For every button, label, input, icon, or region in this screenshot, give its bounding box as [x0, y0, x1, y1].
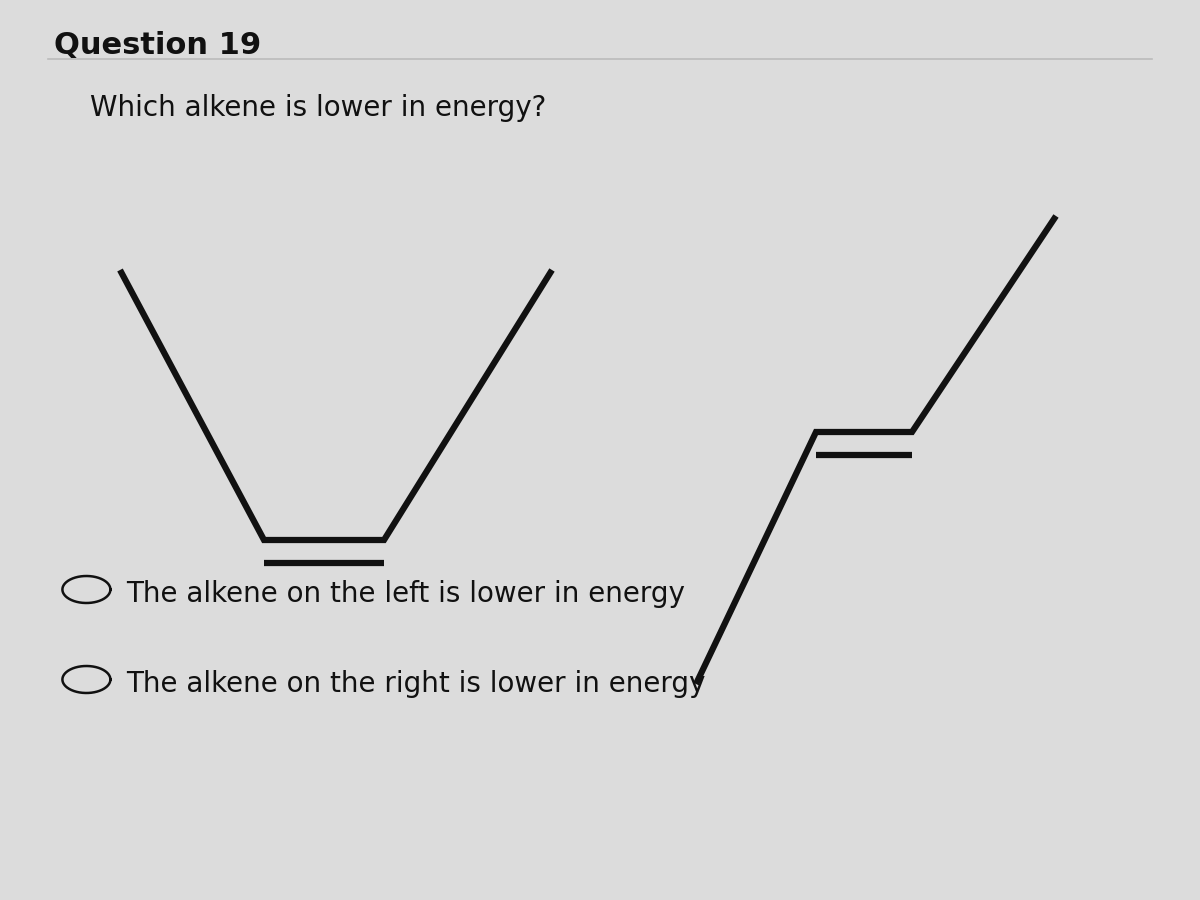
Text: Which alkene is lower in energy?: Which alkene is lower in energy? — [90, 94, 546, 122]
Text: The alkene on the left is lower in energy: The alkene on the left is lower in energ… — [126, 580, 685, 608]
Text: Question 19: Question 19 — [54, 32, 262, 60]
Text: The alkene on the right is lower in energy: The alkene on the right is lower in ener… — [126, 670, 706, 698]
